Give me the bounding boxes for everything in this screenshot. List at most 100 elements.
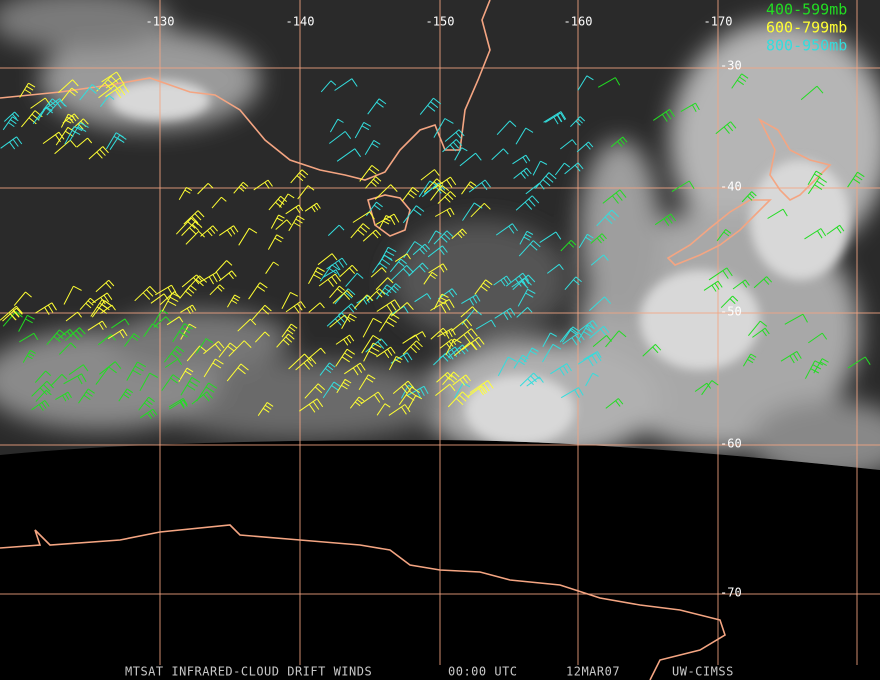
wind-barb [19, 332, 39, 343]
wind-barb [30, 97, 51, 109]
wind-barb [353, 294, 374, 309]
wind-barb [65, 311, 82, 322]
wind-barb [428, 263, 448, 274]
wind-barb [78, 388, 95, 404]
wind-barb [741, 191, 757, 203]
wind-barb [334, 78, 358, 91]
wind-barb [270, 214, 285, 229]
australia-coast [0, 0, 491, 181]
wind-barb [118, 388, 133, 402]
wind-barb [161, 292, 181, 312]
wind-barb [518, 240, 541, 257]
wind-barb [590, 233, 607, 244]
footer-date: 12MAR07 [566, 665, 620, 679]
wind-barb [605, 330, 627, 348]
wind-barb [376, 346, 396, 359]
wind-barb [226, 363, 249, 382]
wind-barb [804, 228, 827, 240]
wind-barb [58, 79, 79, 93]
footer-source: UW-CIMSS [672, 665, 734, 679]
wind-barb [34, 370, 52, 383]
wind-barb [578, 233, 594, 248]
wind-barb [703, 280, 723, 292]
wind-barb [335, 348, 355, 367]
wind-barb [517, 288, 536, 307]
wind-barb [350, 223, 370, 239]
wind-barb [79, 84, 100, 101]
wind-barb [420, 169, 440, 181]
wind-barb [178, 367, 194, 383]
wind-barb [807, 170, 823, 186]
wind-barb [561, 326, 580, 343]
wind-barb [694, 382, 712, 392]
wind-barb [847, 171, 865, 188]
wind-barb [332, 290, 354, 304]
wind-barb [496, 120, 517, 136]
wind-barb [21, 110, 43, 128]
wind-barb [370, 267, 387, 278]
wind-barb [433, 118, 454, 138]
latitude-label: -60 [720, 437, 742, 451]
wind-barb [516, 307, 533, 318]
wind-barb [360, 391, 385, 405]
wind-barb [365, 201, 383, 216]
wind-barb [379, 312, 400, 332]
wind-barb [195, 338, 214, 354]
wind-barb [60, 87, 79, 102]
wind-barb [442, 139, 463, 153]
wind-barb [534, 172, 557, 189]
wind-barb [281, 323, 298, 338]
wind-barb [409, 331, 426, 340]
wind-barb [430, 185, 450, 201]
wind-barb [361, 334, 382, 354]
wind-barb [58, 342, 77, 355]
footer: MTSAT INFRARED-CLOUD DRIFT WINDS 00:00 U… [125, 665, 734, 679]
longitude-label: -150 [426, 15, 455, 29]
wind-barb [742, 353, 757, 367]
wind-barb [181, 274, 203, 288]
wind-barb [585, 372, 599, 387]
wind-barb [63, 373, 87, 385]
wind-barb [590, 254, 609, 266]
wind-barb [362, 317, 382, 338]
wind-barb [55, 391, 72, 402]
wind-barb [126, 361, 147, 381]
wind-barb [559, 139, 577, 150]
wind-barb [279, 193, 295, 208]
wind-barb [336, 378, 352, 394]
wind-barb [532, 160, 548, 176]
wind-barb [493, 275, 512, 287]
wind-barb [46, 329, 67, 346]
wind-barb [364, 139, 381, 155]
wind-barb [439, 339, 457, 349]
wind-barb [385, 283, 401, 295]
wind-barb [211, 196, 227, 209]
wind-barb [336, 148, 362, 162]
wind-barb [376, 284, 394, 300]
longitude-label: -160 [564, 15, 593, 29]
latitude-label: -70 [720, 586, 742, 600]
wind-barb [401, 186, 420, 202]
wind-barb [100, 95, 115, 108]
wind-barb [780, 350, 802, 364]
wind-barb [813, 358, 829, 374]
wind-barb [767, 208, 788, 219]
latitude-label: -50 [720, 305, 742, 319]
wind-barb [602, 189, 627, 204]
wind-barb [31, 399, 50, 411]
wind-barb [367, 98, 387, 115]
wind-barb [642, 343, 662, 357]
wind-barb [451, 228, 467, 239]
latitude-label: -40 [720, 180, 742, 194]
wind-barb [69, 122, 89, 142]
wind-barb [583, 351, 602, 361]
wind-barb [376, 403, 391, 416]
wind-barb [447, 391, 470, 408]
wind-barb [407, 385, 429, 399]
wind-barb [200, 225, 218, 237]
wind-barb [452, 374, 471, 386]
wind-barb [610, 136, 628, 148]
wind-barb [344, 362, 366, 376]
wind-barb [596, 209, 620, 227]
